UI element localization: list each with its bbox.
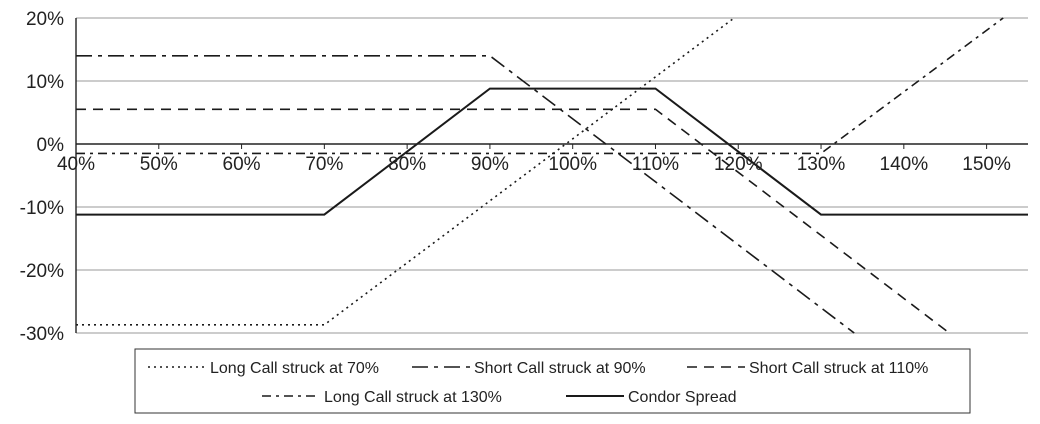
y-tick-label: 10% (26, 72, 64, 93)
x-tick-label: 110% (632, 154, 679, 175)
x-tick-label: 150% (962, 154, 1011, 175)
legend-label-3: Short Call struck at 110% (749, 360, 928, 377)
x-tick-label: 80% (388, 154, 426, 175)
legend-label-2: Short Call struck at 90% (474, 360, 646, 377)
axes: 20% 10% 0% -10% -20% -30% 40% 50% 60% 70% 80% 90% 10… (20, 9, 1028, 345)
x-tick-label: 90% (471, 154, 509, 175)
x-tick-label: 50% (140, 154, 178, 175)
series-line-3 (76, 108, 950, 334)
gridlines (76, 17, 1028, 334)
x-tick-label: 130% (797, 154, 846, 175)
x-tick-label: 100% (548, 154, 597, 175)
x-tick-label: 60% (223, 154, 261, 175)
y-tick-label: 0% (37, 135, 65, 156)
x-tick-label: 120% (714, 154, 763, 175)
legend-label-5: Condor Spread (628, 389, 737, 406)
y-tick-label: -10% (20, 198, 64, 219)
legend-label-4: Long Call struck at 130% (324, 389, 502, 406)
legend: Long Call struck at 70% Short Call struck… (134, 348, 971, 414)
x-tick-label: 40% (57, 154, 95, 175)
series-line-1 (76, 17, 735, 326)
y-tick-label: 20% (26, 9, 64, 30)
y-tick-label: -20% (20, 261, 64, 282)
series-layer (76, 17, 1028, 334)
legend-box (134, 348, 971, 414)
series-line-5 (76, 87, 1028, 216)
series-line-4 (76, 17, 1004, 155)
y-tick-label: -30% (20, 324, 64, 345)
series-line-2 (76, 55, 855, 334)
x-tick-label: 140% (880, 154, 929, 175)
legend-label-1: Long Call struck at 70% (210, 360, 379, 377)
x-tick-label: 70% (305, 154, 343, 175)
